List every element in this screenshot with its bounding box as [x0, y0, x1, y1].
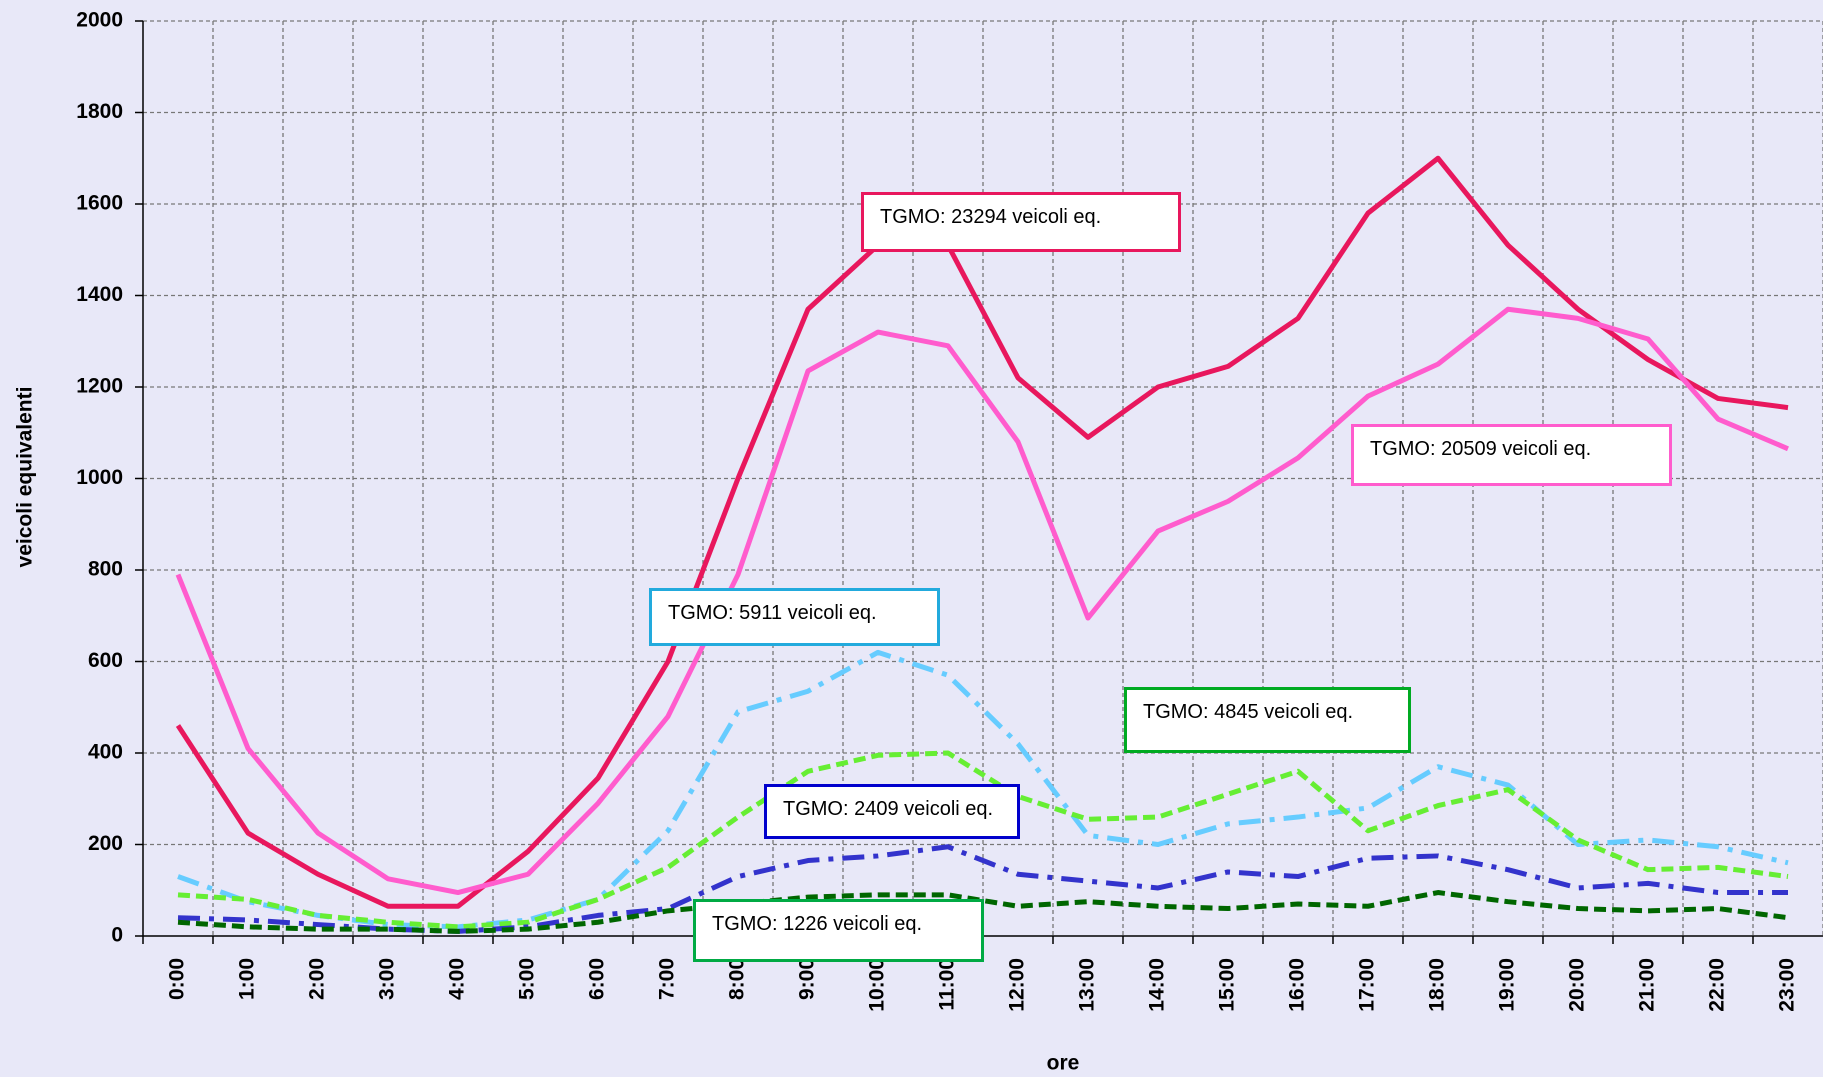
x-tick-label: 16:00 — [1286, 958, 1309, 1012]
y-tick-label: 1400 — [76, 283, 123, 306]
y-tick-label: 600 — [88, 649, 123, 672]
x-tick-label: 1:00 — [236, 958, 259, 1000]
x-tick-label: 18:00 — [1426, 958, 1449, 1012]
x-tick-label: 3:00 — [376, 958, 399, 1000]
x-tick-label: 6:00 — [586, 958, 609, 1000]
x-tick-label: 4:00 — [446, 958, 469, 1000]
x-tick-label: 13:00 — [1076, 958, 1099, 1012]
annotation: TGMO: 1226 veicoli eq. — [693, 899, 984, 962]
y-tick-label: 1000 — [76, 466, 123, 489]
x-tick-label: 10:00 — [866, 958, 889, 1012]
y-tick-label: 1600 — [76, 192, 123, 215]
series-line — [177, 844, 1788, 934]
series-line — [175, 155, 1789, 909]
x-tick-label: 8:00 — [726, 958, 749, 1000]
x-tick-label: 23:00 — [1776, 958, 1799, 1012]
annotation: TGMO: 20509 veicoli eq. — [1351, 424, 1672, 486]
x-tick-label: 11:00 — [936, 958, 959, 1011]
y-axis-label: veicoli equivalenti — [14, 387, 37, 568]
x-tick-label: 15:00 — [1216, 958, 1239, 1012]
x-tick-label: 14:00 — [1146, 958, 1169, 1012]
y-tick-label: 400 — [88, 741, 123, 764]
y-tick-label: 1800 — [76, 100, 123, 123]
x-tick-label: 20:00 — [1566, 958, 1589, 1012]
x-tick-label: 12:00 — [1006, 958, 1029, 1012]
annotation: TGMO: 5911 veicoli eq. — [649, 588, 940, 646]
x-axis-label: ore — [1047, 1052, 1080, 1075]
series-line — [177, 750, 1789, 930]
y-tick-label: 1200 — [76, 375, 123, 398]
x-tick-label: 7:00 — [656, 958, 679, 1000]
x-tick-label: 2:00 — [306, 958, 329, 1000]
annotation: TGMO: 2409 veicoli eq. — [764, 784, 1020, 839]
series-line — [175, 306, 1789, 896]
x-tick-label: 19:00 — [1496, 958, 1519, 1012]
y-tick-label: 2000 — [76, 9, 123, 32]
x-tick-label: 21:00 — [1636, 958, 1659, 1012]
y-tick-label: 0 — [111, 924, 123, 947]
annotation: TGMO: 4845 veicoli eq. — [1124, 687, 1411, 753]
x-tick-label: 5:00 — [516, 958, 539, 1000]
x-tick-label: 17:00 — [1356, 958, 1379, 1012]
y-tick-label: 800 — [88, 558, 123, 581]
y-tick-label: 200 — [88, 832, 123, 855]
x-tick-label: 9:00 — [796, 958, 819, 1000]
x-tick-label: 0:00 — [166, 958, 189, 1000]
x-tick-label: 22:00 — [1706, 958, 1729, 1012]
annotation: TGMO: 23294 veicoli eq. — [861, 192, 1181, 252]
